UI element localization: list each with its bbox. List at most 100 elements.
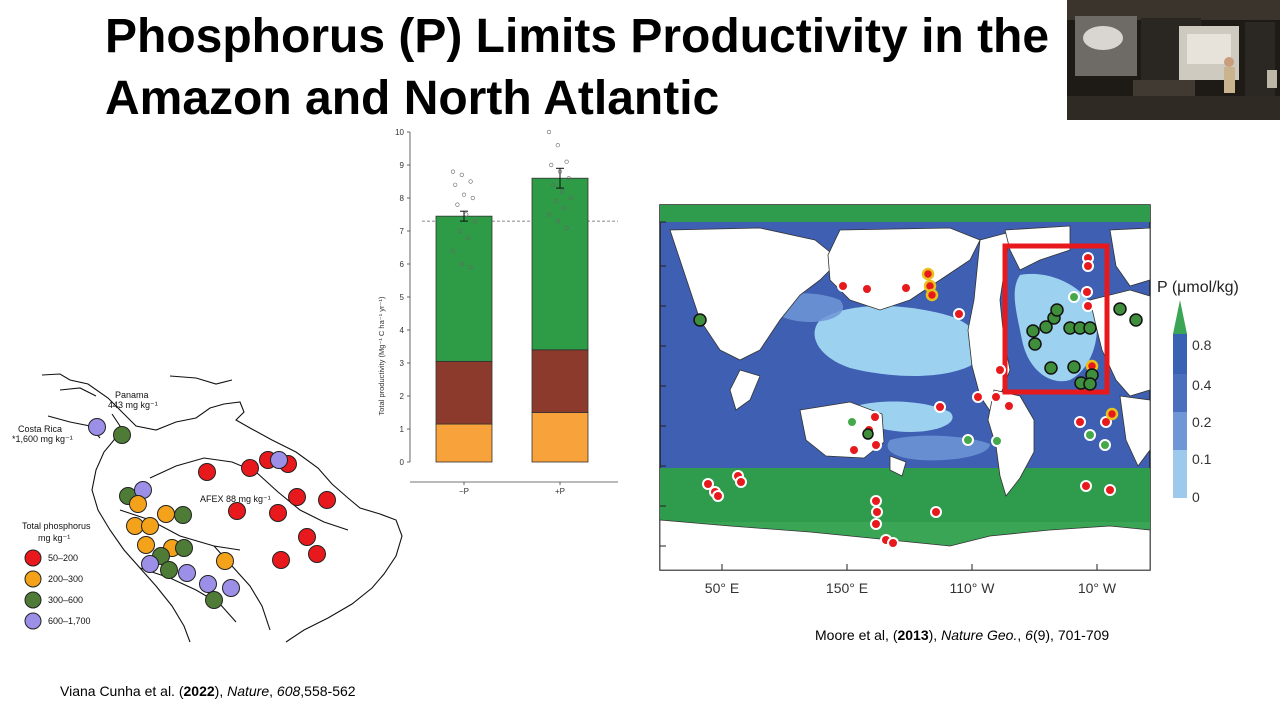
chart-bar-segment [531,349,589,413]
ocean-low-p-regions [814,273,1098,432]
chart-data-point [553,199,558,204]
chart-data-point [560,189,565,194]
chart-y-tick-label: 10 [395,128,404,137]
chart-y-tick-label: 1 [400,425,405,434]
amazon-map-coastlines [41,373,403,643]
colorbar-tick-0.4: 0.4 [1192,377,1212,393]
chart-y-tick-label: 4 [400,326,405,335]
legend-swatch-green [24,591,42,609]
legend-swatch-purple [24,612,42,630]
chart-y-tick-label: 2 [400,392,405,401]
chart-data-point [549,162,554,168]
amazon-map-svg: Panama 443 mg kg⁻¹ Costa Rica *1,600 mg … [12,373,403,643]
citation-viana-sep: , [269,683,277,699]
ocean-map-ticks [660,221,1098,570]
legend-label-1: 50–200 [48,553,78,563]
citation-viana-mid: ), [214,683,228,699]
citation-viana-cunha: Viana Cunha et al. (2022), Nature, 608,5… [60,683,356,699]
ocean-sampling-markers-green [846,291,1111,451]
chart-y-tick-label: 5 [400,293,405,302]
chart-x-tick-label: +P [555,487,565,496]
chart-y-axis-label: Total productivity (Mg⁻¹ C ha⁻¹ yr⁻¹) [377,296,386,415]
chart-y-tick-label: 7 [400,227,405,236]
amazon-map-site-markers [88,418,336,609]
chart-data-point [555,218,560,224]
afex-label: AFEX 88 mg kg⁻¹ [200,494,271,504]
chart-data-point [464,212,469,217]
chart-data-point [453,182,458,187]
panama-value: 443 mg kg⁻¹ [108,400,158,410]
chart-x-tick-label: −P [459,487,469,496]
chart-data-point [455,202,460,207]
presenter-video-scene [1067,0,1280,120]
citation-moore-sep: , [1017,627,1026,643]
colorbar-tick-0.2: 0.2 [1192,414,1212,430]
presenter-video-thumbnail[interactable] [1067,0,1280,120]
chart-bar-segment [435,360,493,425]
chart-data-point [557,169,563,174]
panama-label: Panama [115,390,149,400]
chart-bar-segment [435,423,493,463]
citation-moore-authors: Moore et al, ( [815,627,898,643]
chart-points [450,129,574,270]
legend-swatch-orange [24,570,42,588]
chart-y-tick-label: 8 [400,194,405,203]
chart-data-point [461,192,467,197]
legend-title-line-1: Total phosphorus [22,521,91,531]
ocean-colorbar-title: P (μmol/kg) [1157,279,1239,296]
chart-y-tick-label: 0 [400,458,405,467]
chart-axes: 0 1 2 3 4 5 6 7 8 9 10 −P +P [395,128,618,496]
chart-bar-segment [435,215,493,362]
ocean-axis-label-10w: 10° W [1078,580,1117,596]
citation-moore-year: 2013 [897,627,929,643]
citation-viana-journal: Nature [227,683,270,699]
costa-rica-value: *1,600 mg kg⁻¹ [12,434,73,444]
chart-data-point [470,195,475,201]
chart-y-tick-label: 6 [400,260,405,269]
legend-title-line-2: mg kg⁻¹ [38,533,70,543]
north-atlantic-highlight-box [1002,243,1110,395]
chart-data-point [459,261,464,267]
chart-bar-segment [531,412,589,463]
chart-data-point [551,182,556,187]
citation-viana-pages: ,558-562 [300,683,356,699]
slide-title-line-2: Amazon and North Atlantic [105,72,720,125]
colorbar-tick-0.1: 0.1 [1192,451,1212,467]
ocean-phosphate-map: 50° E 150° E 110° W 10° W P (μmol/kg) 0.… [650,200,1280,610]
chart-y-tick-label: 3 [400,359,405,368]
slide-title: Phosphorus (P) Limits Productivity in th… [105,6,1105,130]
ocean-colorbar: P (μmol/kg) 0.8 0.4 0.2 0.1 0 [1157,279,1239,505]
legend-label-2: 200–300 [48,574,83,584]
citation-moore-volume: 6 [1025,627,1033,643]
chart-data-point [546,129,552,135]
amazon-map-legend: Total phosphorus mg kg⁻¹ 50–200 200–300 … [22,521,91,630]
chart-data-point [564,159,569,164]
ocean-axis-label-110w: 110° W [949,580,995,596]
ocean-sampling-markers-yellow [921,267,1119,421]
citation-moore-journal: Nature Geo. [941,627,1018,643]
legend-label-3: 300–600 [48,595,83,605]
chart-data-point [568,195,574,201]
citation-viana-volume: 608 [276,683,301,699]
productivity-bar-chart: 0 1 2 3 4 5 6 7 8 9 10 −P +P Total productivity (Mg⁻… [370,120,630,500]
citation-moore-mid: ), [928,627,942,643]
chart-data-point [450,248,456,253]
slide-title-line-1: Phosphorus (P) Limits Productivity in th… [105,10,1050,63]
chart-data-point [564,225,569,230]
legend-swatch-red [24,549,42,567]
legend-label-4: 600–1,700 [48,616,91,626]
chart-data-point [457,228,462,234]
chart-data-point [546,212,552,217]
chart-bars [435,167,589,463]
ocean-map-svg: 50° E 150° E 110° W 10° W P (μmol/kg) 0.… [659,204,1239,596]
costa-rica-label: Costa Rica [18,424,62,434]
citation-moore: Moore et al, (2013), Nature Geo., 6(9), … [815,627,1109,643]
chart-data-point [468,265,473,270]
chart-data-point [555,143,560,148]
colorbar-tick-0.8: 0.8 [1192,337,1212,353]
chart-data-point [468,179,473,184]
chart-bar-segment [531,177,589,351]
chart-data-point [562,205,567,210]
citation-viana-authors: Viana Cunha et al. ( [60,683,184,699]
amazon-phosphorus-map: Panama 443 mg kg⁻¹ Costa Rica *1,600 mg … [0,360,410,650]
